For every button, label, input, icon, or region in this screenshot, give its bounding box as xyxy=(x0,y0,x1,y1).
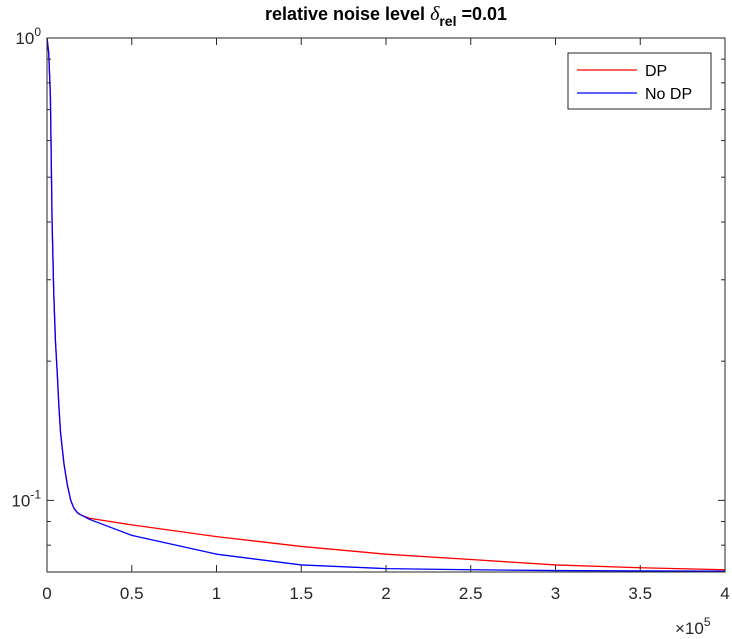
plot-area xyxy=(47,38,725,572)
chart-title-suffix: =0.01 xyxy=(456,4,507,24)
x-tick-label: 0 xyxy=(42,584,51,603)
x-tick-label: 4 xyxy=(720,584,729,603)
x-exponent-label: ×105 xyxy=(675,615,711,638)
legend-label-no-dp: No DP xyxy=(645,86,692,103)
x-tick-label: 3 xyxy=(551,584,560,603)
x-tick-label: 2 xyxy=(381,584,390,603)
chart-title-subscript: rel xyxy=(439,13,456,29)
x-tick-label: 1.5 xyxy=(289,584,313,603)
x-exponent-base: ×10 xyxy=(675,619,704,638)
series-layer xyxy=(46,37,726,572)
x-exponent-power: 5 xyxy=(704,615,711,629)
series-line-1 xyxy=(46,37,726,572)
y-tick-label: 100 xyxy=(15,25,41,48)
axes-box xyxy=(46,37,726,573)
legend-label-dp: DP xyxy=(645,63,667,80)
legend: DP No DP xyxy=(567,52,712,110)
x-tick-label: 2.5 xyxy=(459,584,483,603)
y-tick-label: 10-1 xyxy=(11,487,41,510)
y-tick-label-base: 10 xyxy=(11,491,30,510)
x-tick-label: 3.5 xyxy=(628,584,652,603)
x-tick-label: 1 xyxy=(212,584,221,603)
x-tick-label: 0.5 xyxy=(120,584,144,603)
chart-title-prefix: relative noise level xyxy=(265,4,430,24)
y-tick-label-power: -1 xyxy=(30,487,41,501)
y-tick-label-power: 0 xyxy=(34,25,41,39)
chart-title-symbol: δ xyxy=(430,3,440,25)
y-tick-label-base: 10 xyxy=(15,29,34,48)
chart-title: relative noise level δrel =0.01 xyxy=(265,3,507,29)
legend-box xyxy=(567,52,712,110)
